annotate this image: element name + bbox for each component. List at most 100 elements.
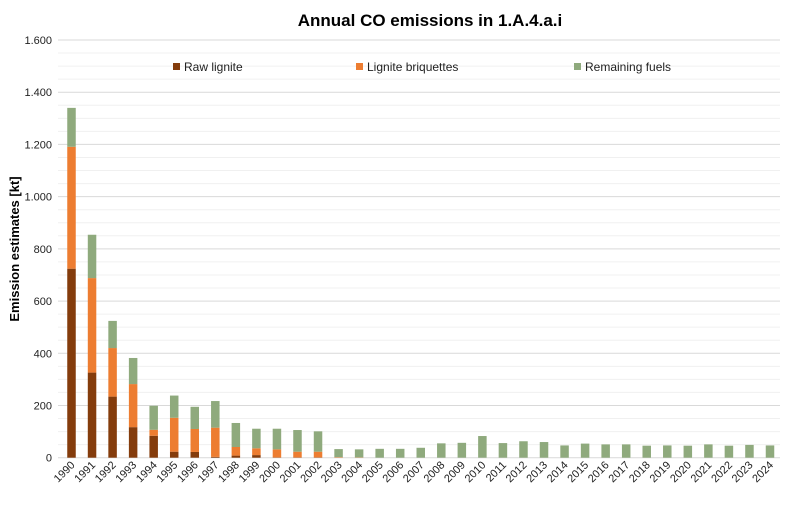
legend: Raw lignite Lignite briquettes Remaining… <box>173 60 671 74</box>
x-tick-label: 1996 <box>175 459 201 485</box>
x-tick-label: 2006 <box>381 459 407 485</box>
x-tick-label: 2010 <box>463 459 489 485</box>
bar-lignite-briquettes-1995 <box>169 417 179 452</box>
chart-title: Annual CO emissions in 1.A.4.a.i <box>298 11 563 30</box>
x-tick-label: 2007 <box>401 459 427 485</box>
bar-remaining-fuels-2008 <box>437 443 446 458</box>
bar-remaining-fuels-2022 <box>724 445 734 458</box>
bar-remaining-fuels-2007 <box>416 447 425 458</box>
y-axis-ticks: 0 200 400 600 800 1.000 1.200 1.400 1.600 <box>24 35 52 465</box>
bar-lignite-briquettes-1996 <box>190 428 200 452</box>
y-tick-label: 1.000 <box>24 192 52 204</box>
x-tick-label: 1991 <box>72 459 98 485</box>
x-tick-label: 1998 <box>216 459 242 485</box>
bar-remaining-fuels-1990 <box>67 107 76 147</box>
x-tick-label: 2023 <box>730 459 756 485</box>
bar-remaining-fuels-1991 <box>87 234 97 279</box>
bar-raw-lignite-1992 <box>108 396 117 458</box>
x-tick-label: 2002 <box>298 459 324 485</box>
x-tick-label: 2011 <box>484 459 509 484</box>
x-tick-label: 2008 <box>422 459 448 485</box>
bar-raw-lignite-1997 <box>211 456 220 458</box>
bar-lignite-briquettes-2002 <box>313 451 323 458</box>
bar-remaining-fuels-1992 <box>108 320 117 349</box>
y-tick-label: 1.600 <box>24 35 52 47</box>
bar-raw-lignite-1999 <box>252 455 261 458</box>
legend-swatch-raw-lignite <box>173 63 180 70</box>
x-tick-label: 1997 <box>196 459 222 485</box>
bar-raw-lignite-1995 <box>169 451 179 458</box>
bar-remaining-fuels-1993 <box>128 357 138 385</box>
bar-remaining-fuels-2005 <box>375 448 384 458</box>
bar-raw-lignite-1994 <box>149 435 158 458</box>
x-tick-label: 2013 <box>524 459 550 485</box>
bar-remaining-fuels-2009 <box>457 442 467 458</box>
x-tick-label: 2016 <box>586 459 612 485</box>
bar-lignite-briquettes-1990 <box>67 146 76 269</box>
y-tick-label: 1.200 <box>24 139 52 151</box>
x-axis-ticks: 1990199119921993199419951996199719981999… <box>52 459 776 485</box>
bar-remaining-fuels-2015 <box>580 443 590 458</box>
x-tick-label: 1992 <box>93 459 119 485</box>
gridlines <box>58 39 780 459</box>
bar-remaining-fuels-1997 <box>211 401 220 428</box>
bar-remaining-fuels-2012 <box>519 441 528 458</box>
bar-lignite-briquettes-1991 <box>87 278 97 373</box>
legend-swatch-lignite-briquettes <box>356 63 363 70</box>
x-tick-label: 1999 <box>237 459 263 485</box>
x-tick-label: 2015 <box>565 459 591 485</box>
x-tick-label: 2004 <box>339 459 365 485</box>
bar-remaining-fuels-1998 <box>231 422 241 447</box>
bar-remaining-fuels-2021 <box>704 444 713 458</box>
y-tick-label: 800 <box>34 244 52 256</box>
legend-label-raw-lignite: Raw lignite <box>184 60 243 74</box>
x-tick-label: 2021 <box>689 459 715 485</box>
x-tick-label: 2003 <box>319 459 345 485</box>
bar-remaining-fuels-2016 <box>601 444 610 458</box>
x-tick-label: 1990 <box>52 459 78 485</box>
bar-remaining-fuels-2000 <box>272 428 282 450</box>
bar-remaining-fuels-1996 <box>190 406 200 429</box>
bar-remaining-fuels-2010 <box>478 436 487 458</box>
bar-remaining-fuels-2019 <box>663 445 672 458</box>
legend-label-lignite-briquettes: Lignite briquettes <box>367 60 458 74</box>
bar-raw-lignite-1993 <box>128 427 138 458</box>
bar-remaining-fuels-2013 <box>539 442 549 458</box>
bar-raw-lignite-1991 <box>87 372 97 458</box>
x-tick-label: 1993 <box>113 459 139 485</box>
bar-remaining-fuels-2006 <box>395 448 405 458</box>
bar-remaining-fuels-2003 <box>334 449 343 458</box>
y-tick-label: 0 <box>46 453 52 465</box>
legend-label-remaining-fuels: Remaining fuels <box>585 60 671 74</box>
bar-raw-lignite-1996 <box>190 451 200 458</box>
bar-lignite-briquettes-1993 <box>128 384 138 428</box>
bar-remaining-fuels-2001 <box>293 430 302 452</box>
x-tick-label: 2009 <box>442 459 468 485</box>
bar-lignite-briquettes-1998 <box>231 446 241 456</box>
bar-remaining-fuels-1994 <box>149 405 158 430</box>
bar-lignite-briquettes-2003 <box>334 457 343 458</box>
x-tick-label: 2000 <box>257 459 283 485</box>
x-tick-label: 2017 <box>607 459 633 485</box>
legend-swatch-remaining-fuels <box>574 63 581 70</box>
bar-lignite-briquettes-1997 <box>211 427 220 457</box>
x-tick-label: 2005 <box>360 459 386 485</box>
bar-raw-lignite-1998 <box>231 455 241 458</box>
y-tick-label: 600 <box>34 296 52 308</box>
x-tick-label: 1995 <box>155 459 181 485</box>
bar-lignite-briquettes-2000 <box>272 449 282 458</box>
bar-remaining-fuels-2004 <box>354 449 364 458</box>
bar-remaining-fuels-2017 <box>621 444 631 458</box>
bar-remaining-fuels-2023 <box>745 444 754 458</box>
bar-remaining-fuels-2024 <box>765 445 775 458</box>
x-tick-label: 2024 <box>750 459 776 485</box>
bar-lignite-briquettes-1992 <box>108 348 117 397</box>
x-tick-label: 2014 <box>545 459 571 485</box>
bar-remaining-fuels-1995 <box>169 395 179 418</box>
bar-lignite-briquettes-1994 <box>149 429 158 436</box>
y-tick-label: 400 <box>34 348 52 360</box>
bar-lignite-briquettes-1999 <box>252 448 261 456</box>
x-tick-label: 1994 <box>134 459 160 485</box>
bar-remaining-fuels-2014 <box>560 445 569 458</box>
